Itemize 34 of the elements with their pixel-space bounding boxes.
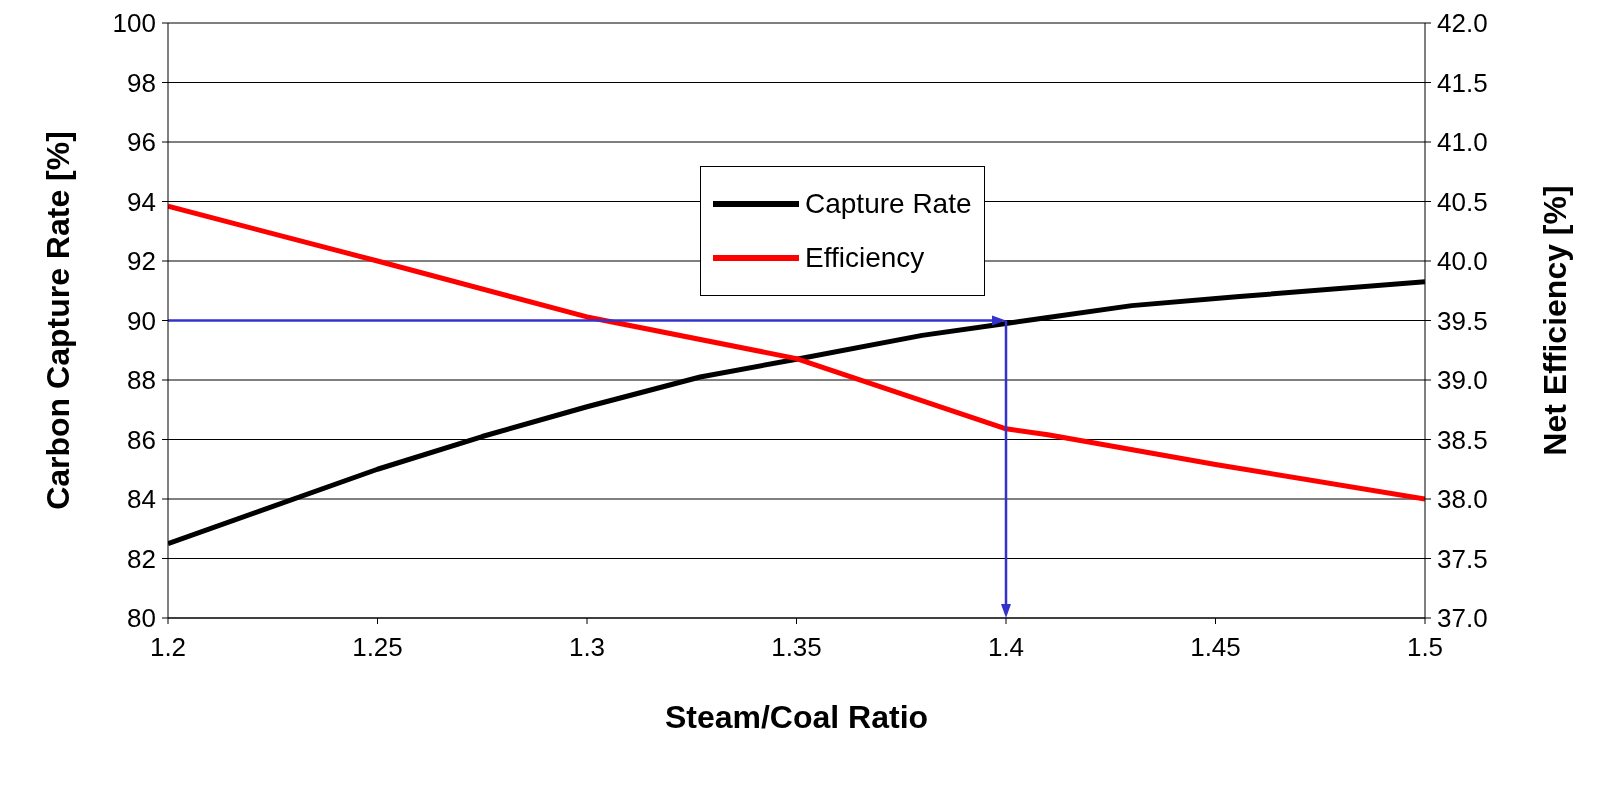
x-tick-label: 1.25 xyxy=(352,632,403,663)
x-tick-label: 1.3 xyxy=(568,632,606,663)
y2-axis-title: Net Efficiency [%] xyxy=(1537,185,1574,456)
x-tick-label: 1.35 xyxy=(771,632,822,663)
y2-tick-label: 38.0 xyxy=(1437,484,1488,515)
x-tick-label: 1.2 xyxy=(149,632,187,663)
x-tick-label: 1.45 xyxy=(1190,632,1241,663)
y2-tick-label: 40.0 xyxy=(1437,246,1488,277)
y-tick-label: 86 xyxy=(127,424,156,455)
y-tick-label: 96 xyxy=(127,127,156,158)
y2-tick-label: 41.0 xyxy=(1437,127,1488,158)
y2-tick-label: 38.5 xyxy=(1437,424,1488,455)
y2-tick-label: 41.5 xyxy=(1437,67,1488,98)
y-tick-label: 82 xyxy=(127,543,156,574)
y2-tick-label: 40.5 xyxy=(1437,186,1488,217)
y-tick-label: 80 xyxy=(127,603,156,634)
y2-tick-label: 42.0 xyxy=(1437,8,1488,39)
y2-tick-label: 39.0 xyxy=(1437,365,1488,396)
y2-tick-label: 37.0 xyxy=(1437,603,1488,634)
y-tick-label: 98 xyxy=(127,67,156,98)
legend-label: Capture Rate xyxy=(805,188,972,220)
y2-tick-label: 37.5 xyxy=(1437,543,1488,574)
y-tick-label: 84 xyxy=(127,484,156,515)
y2-tick-label: 39.5 xyxy=(1437,305,1488,336)
y-tick-label: 90 xyxy=(127,305,156,336)
y-tick-label: 92 xyxy=(127,246,156,277)
x-axis-title: Steam/Coal Ratio xyxy=(664,699,929,735)
x-tick-label: 1.5 xyxy=(1406,632,1444,663)
legend-label: Efficiency xyxy=(805,242,925,274)
x-tick-label: 1.4 xyxy=(987,632,1025,663)
y-tick-label: 100 xyxy=(112,8,156,39)
y-tick-label: 88 xyxy=(127,365,156,396)
y-tick-label: 94 xyxy=(127,186,156,217)
y-axis-title: Carbon Capture Rate [%] xyxy=(40,131,77,510)
